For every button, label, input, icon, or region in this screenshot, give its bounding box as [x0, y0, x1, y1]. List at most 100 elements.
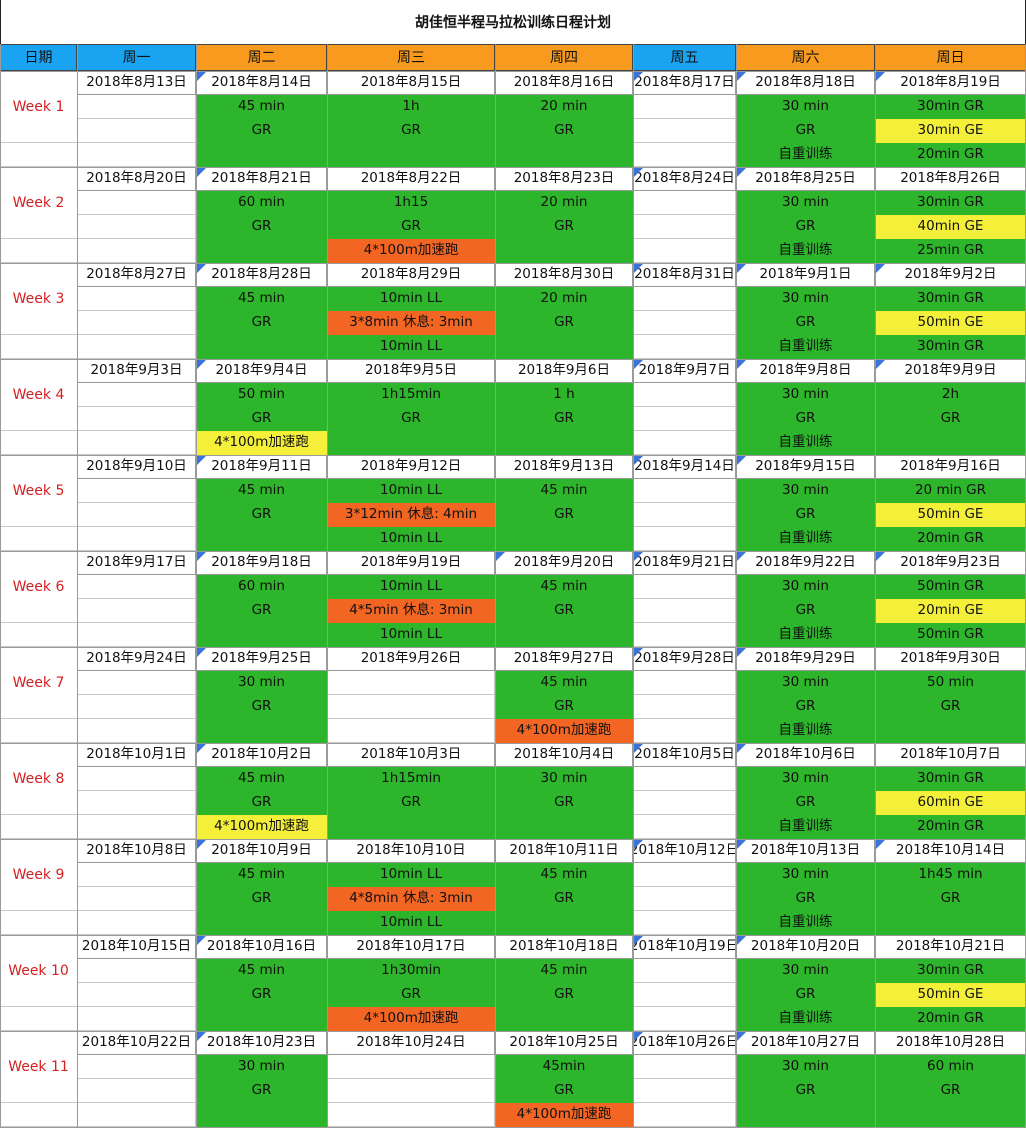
- date-cell[interactable]: 2018年9月6日: [495, 359, 633, 383]
- session-cell[interactable]: 50min GE: [875, 983, 1026, 1007]
- date-cell[interactable]: 2018年9月16日: [875, 455, 1026, 479]
- session-cell[interactable]: GR: [495, 215, 633, 239]
- session-cell[interactable]: 45 min: [196, 287, 327, 311]
- session-cell[interactable]: [495, 1007, 633, 1031]
- session-cell[interactable]: 30 min: [736, 767, 875, 791]
- empty-cell[interactable]: [77, 575, 196, 599]
- session-cell[interactable]: GR: [196, 215, 327, 239]
- date-cell[interactable]: 2018年8月20日: [77, 167, 196, 191]
- date-cell[interactable]: 2018年9月22日: [736, 551, 875, 575]
- session-cell[interactable]: 30 min: [736, 287, 875, 311]
- date-cell[interactable]: 2018年9月19日: [327, 551, 495, 575]
- session-cell[interactable]: 自重训练: [736, 239, 875, 263]
- date-cell[interactable]: 2018年8月18日: [736, 71, 875, 95]
- session-cell[interactable]: 30 min: [736, 575, 875, 599]
- session-cell[interactable]: [196, 143, 327, 167]
- date-cell[interactable]: 2018年9月17日: [77, 551, 196, 575]
- session-cell[interactable]: GR: [736, 119, 875, 143]
- session-cell[interactable]: 4*100m加速跑: [196, 815, 327, 839]
- session-cell[interactable]: 30 min: [736, 479, 875, 503]
- session-cell[interactable]: 30min GE: [875, 119, 1026, 143]
- session-cell[interactable]: GR: [875, 1079, 1026, 1103]
- session-cell[interactable]: GR: [875, 695, 1026, 719]
- session-cell[interactable]: GR: [327, 983, 495, 1007]
- empty-cell[interactable]: [633, 959, 736, 983]
- session-cell[interactable]: [327, 431, 495, 455]
- empty-cell[interactable]: [0, 815, 77, 839]
- empty-cell[interactable]: [77, 95, 196, 119]
- empty-cell[interactable]: [633, 95, 736, 119]
- empty-cell[interactable]: [633, 287, 736, 311]
- empty-cell[interactable]: [77, 863, 196, 887]
- empty-cell[interactable]: [0, 623, 77, 647]
- date-cell[interactable]: 2018年9月10日: [77, 455, 196, 479]
- session-cell[interactable]: 自重训练: [736, 719, 875, 743]
- session-cell[interactable]: [495, 143, 633, 167]
- session-cell[interactable]: GR: [495, 983, 633, 1007]
- date-cell[interactable]: 2018年8月22日: [327, 167, 495, 191]
- empty-cell[interactable]: [633, 527, 736, 551]
- date-cell[interactable]: 2018年8月21日: [196, 167, 327, 191]
- empty-cell[interactable]: [0, 695, 77, 719]
- empty-cell[interactable]: [77, 431, 196, 455]
- date-cell[interactable]: 2018年9月13日: [495, 455, 633, 479]
- session-cell[interactable]: GR: [196, 791, 327, 815]
- session-cell[interactable]: GR: [196, 983, 327, 1007]
- session-cell[interactable]: GR: [196, 503, 327, 527]
- date-cell[interactable]: 2018年10月28日: [875, 1031, 1026, 1055]
- session-cell[interactable]: GR: [495, 791, 633, 815]
- session-cell[interactable]: [196, 527, 327, 551]
- session-cell[interactable]: GR: [736, 311, 875, 335]
- empty-cell[interactable]: [633, 479, 736, 503]
- session-cell[interactable]: 45 min: [495, 959, 633, 983]
- session-cell[interactable]: 1h45 min: [875, 863, 1026, 887]
- session-cell[interactable]: [495, 431, 633, 455]
- date-cell[interactable]: 2018年8月26日: [875, 167, 1026, 191]
- session-cell[interactable]: [196, 239, 327, 263]
- session-cell[interactable]: 4*100m加速跑: [196, 431, 327, 455]
- empty-cell[interactable]: [77, 983, 196, 1007]
- session-cell[interactable]: 30 min: [736, 1055, 875, 1079]
- session-cell[interactable]: 自重训练: [736, 815, 875, 839]
- empty-cell[interactable]: [0, 911, 77, 935]
- empty-cell[interactable]: [77, 623, 196, 647]
- date-cell[interactable]: 2018年10月9日: [196, 839, 327, 863]
- session-cell[interactable]: [495, 527, 633, 551]
- empty-cell[interactable]: [0, 407, 77, 431]
- empty-cell[interactable]: [0, 503, 77, 527]
- date-cell[interactable]: 2018年10月11日: [495, 839, 633, 863]
- session-cell[interactable]: GR: [327, 215, 495, 239]
- session-cell[interactable]: 30 min: [495, 767, 633, 791]
- session-cell[interactable]: 3*8min 休息: 3min: [327, 311, 495, 335]
- date-cell[interactable]: 2018年8月13日: [77, 71, 196, 95]
- empty-cell[interactable]: [0, 239, 77, 263]
- session-cell[interactable]: 自重训练: [736, 911, 875, 935]
- session-cell[interactable]: 自重训练: [736, 623, 875, 647]
- date-cell[interactable]: 2018年9月3日: [77, 359, 196, 383]
- session-cell[interactable]: 30min GR: [875, 767, 1026, 791]
- empty-cell[interactable]: [77, 1079, 196, 1103]
- empty-cell[interactable]: [327, 719, 495, 743]
- date-cell[interactable]: 2018年9月27日: [495, 647, 633, 671]
- date-cell[interactable]: 2018年8月25日: [736, 167, 875, 191]
- date-cell[interactable]: 2018年9月15日: [736, 455, 875, 479]
- empty-cell[interactable]: [77, 191, 196, 215]
- date-cell[interactable]: 2018年9月2日: [875, 263, 1026, 287]
- session-cell[interactable]: 45 min: [196, 863, 327, 887]
- session-cell[interactable]: GR: [327, 407, 495, 431]
- date-cell[interactable]: 2018年9月29日: [736, 647, 875, 671]
- session-cell[interactable]: 40min GE: [875, 215, 1026, 239]
- date-cell[interactable]: 2018年10月24日: [327, 1031, 495, 1055]
- date-cell[interactable]: 2018年10月13日: [736, 839, 875, 863]
- session-cell[interactable]: GR: [196, 311, 327, 335]
- date-cell[interactable]: 2018年10月18日: [495, 935, 633, 959]
- empty-cell[interactable]: [327, 1055, 495, 1079]
- session-cell[interactable]: 45 min: [495, 575, 633, 599]
- empty-cell[interactable]: [633, 719, 736, 743]
- session-cell[interactable]: 1h15: [327, 191, 495, 215]
- session-cell[interactable]: GR: [495, 1079, 633, 1103]
- session-cell[interactable]: 2h: [875, 383, 1026, 407]
- session-cell[interactable]: GR: [736, 503, 875, 527]
- empty-cell[interactable]: [633, 431, 736, 455]
- date-cell[interactable]: 2018年10月16日: [196, 935, 327, 959]
